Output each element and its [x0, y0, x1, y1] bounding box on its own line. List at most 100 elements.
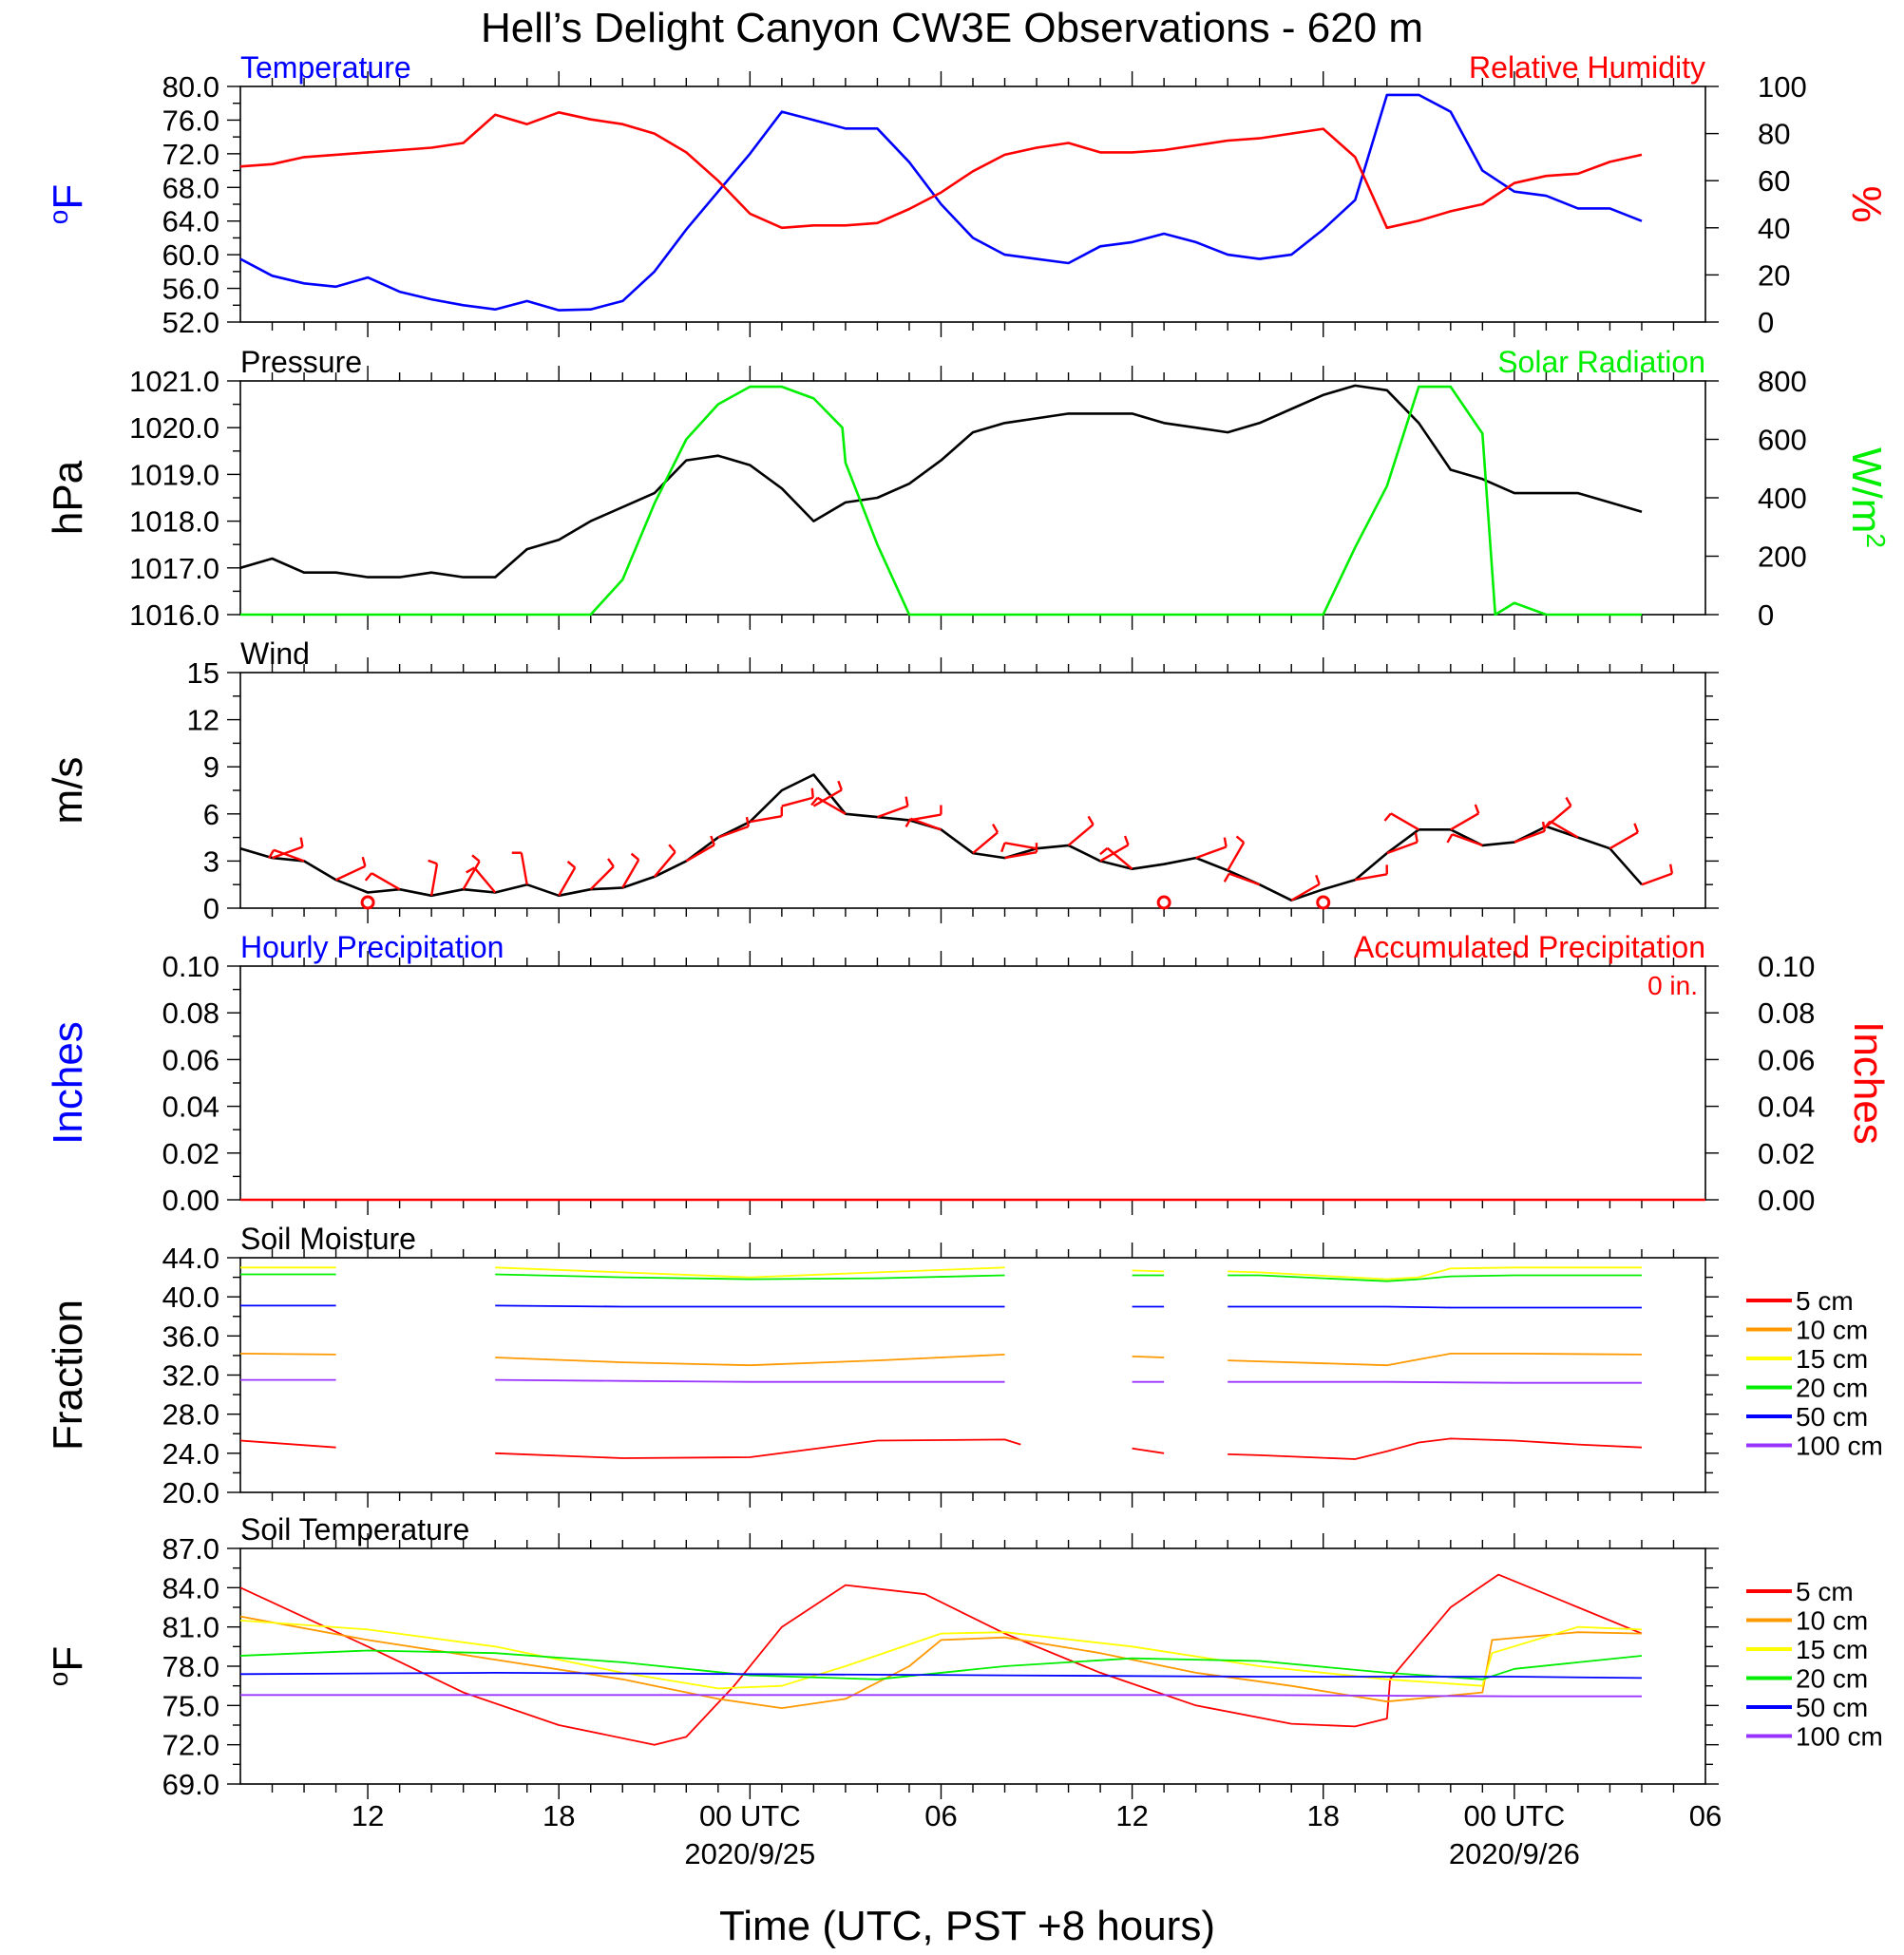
wind-barb-flag	[1446, 833, 1454, 844]
x-tick-label: 18	[1306, 1799, 1339, 1832]
wind-barb	[473, 866, 497, 894]
wind-barb	[273, 848, 305, 863]
wind-barb	[781, 796, 814, 807]
figure-title: Hell’s Delight Canyon CW3E Observations …	[481, 5, 1423, 51]
wind-barb	[462, 861, 481, 890]
panel-frame	[239, 85, 1706, 323]
wind-barb	[877, 805, 908, 819]
wind-barb	[1451, 833, 1483, 846]
wind-barb	[1390, 812, 1419, 831]
y-tick-label: 72.0	[162, 1729, 219, 1762]
wind-barb	[717, 825, 750, 839]
y-tick-label: 75.0	[162, 1689, 219, 1722]
y-axis-label-right: Inches	[1845, 1021, 1892, 1145]
y-tick-label: 36.0	[162, 1319, 219, 1353]
wind-barb-flag	[810, 788, 814, 798]
y-tick-label: 76.0	[162, 104, 219, 137]
legend-label: 10 cm	[1796, 1606, 1868, 1636]
wind-barb-flag	[607, 858, 615, 867]
series-line-5-cm	[240, 1438, 1705, 1459]
x-tick-label: 12	[352, 1799, 384, 1832]
legend-label: 20 cm	[1796, 1664, 1868, 1694]
y-tick-label: 64.0	[162, 205, 219, 238]
y-tick-label: 1021.0	[129, 365, 219, 398]
wind-barb-flag	[1633, 823, 1640, 833]
series-line-100-cm	[240, 1695, 1705, 1696]
panel-title-left: Soil Moisture	[240, 1222, 416, 1256]
legend-label: 20 cm	[1796, 1374, 1868, 1403]
wind-barb-flag	[1565, 796, 1572, 807]
y-tick-label: 84.0	[162, 1571, 219, 1604]
x-tick-label: 06	[924, 1799, 957, 1832]
wind-barb	[589, 865, 615, 891]
legend-label: 5 cm	[1796, 1577, 1854, 1606]
wind-barb	[812, 788, 843, 807]
panel-title-right: Relative Humidity	[1469, 50, 1705, 85]
wind-barb-flag	[1474, 804, 1480, 814]
panel-wind: 15 12 9 6 3 0 Wind m/s	[45, 636, 1719, 925]
series-line-15-cm	[240, 1267, 1705, 1279]
wind-barb-flag	[299, 837, 304, 847]
legend-label: 100 cm	[1796, 1722, 1883, 1752]
wind-barb	[685, 844, 715, 863]
wind-barb-flag	[837, 780, 843, 790]
wind-barb	[1227, 842, 1246, 871]
y-tick-label-right: 60	[1758, 164, 1790, 198]
panel-frame	[239, 1257, 1706, 1493]
wind-barb	[1106, 846, 1133, 870]
wind-barb-flag	[904, 796, 909, 807]
wind-barb	[558, 866, 577, 897]
series-line-5-cm	[240, 1575, 1705, 1745]
y-tick-label: 1018.0	[129, 505, 219, 539]
wind-barb	[1609, 831, 1639, 850]
wind-barb-flag	[1383, 812, 1392, 822]
wind-barb	[520, 852, 528, 885]
y-tick-label: 52.0	[162, 306, 219, 339]
y-tick-label: 44.0	[162, 1242, 219, 1275]
wind-barb-flag	[810, 797, 819, 807]
panel-title-left: Wind	[240, 636, 310, 671]
wind-barb-flag	[1414, 832, 1418, 843]
x-tick-label: 00 UTC	[1463, 1799, 1565, 1832]
wind-barb-flag	[710, 835, 715, 845]
y-tick-label: 68.0	[162, 171, 219, 204]
panel-title-left: Soil Temperature	[240, 1512, 469, 1547]
legend-label: 5 cm	[1796, 1286, 1854, 1316]
y-tick-label-right: 0.06	[1758, 1043, 1815, 1076]
legend-label: 50 cm	[1796, 1693, 1868, 1722]
y-tick-label: 87.0	[162, 1532, 219, 1566]
panel-pressure_solar: 1021.0 1020.0 1019.0 1018.0 1017.0 1016.0 800 6…	[45, 345, 1892, 632]
series-line-10-cm	[240, 1354, 1705, 1365]
y-tick-label: 6	[203, 798, 219, 831]
x-tick-label: 06	[1689, 1799, 1722, 1832]
wind-barb	[910, 817, 942, 831]
wind-barb-flag	[1315, 874, 1321, 885]
y-tick-label-right: 0	[1758, 306, 1774, 339]
y-tick-label-right: 80	[1758, 118, 1790, 151]
y-tick-label: 32.0	[162, 1359, 219, 1393]
panel-precip: 0.10 0.08 0.06 0.04 0.02 0.00 0.10 0.08 0.06 0.04…	[45, 930, 1892, 1217]
x-date-label: 2020/9/26	[1449, 1837, 1580, 1870]
wind-barb	[1067, 824, 1095, 846]
wind-barb-flag	[1223, 837, 1228, 847]
wind-barb-flag	[1000, 842, 1006, 853]
series-line-100-cm	[240, 1380, 1705, 1383]
wind-barb-flag	[630, 852, 640, 861]
x-tick-label: 00 UTC	[699, 1799, 801, 1832]
wind-barb-flag	[1668, 864, 1674, 874]
series-line-wind-speed	[240, 775, 1705, 901]
y-tick-label-right: 0.10	[1758, 950, 1815, 983]
series-line-50-cm	[240, 1305, 1705, 1307]
y-tick-label-right: 0.02	[1758, 1137, 1815, 1170]
wind-barb-flag	[1099, 846, 1109, 856]
precip-total-annotation: 0 in.	[1647, 971, 1698, 1000]
y-tick-label: 0	[203, 892, 219, 925]
y-axis-label-left: hPa	[45, 460, 91, 535]
wind-barb-flag	[904, 818, 912, 827]
series-line-relative-humidity	[240, 112, 1705, 228]
calm-wind-marker	[1156, 895, 1171, 910]
wind-barb	[621, 859, 640, 889]
wind-barb-flag	[364, 872, 373, 882]
panel-title-left: Temperature	[240, 50, 411, 85]
